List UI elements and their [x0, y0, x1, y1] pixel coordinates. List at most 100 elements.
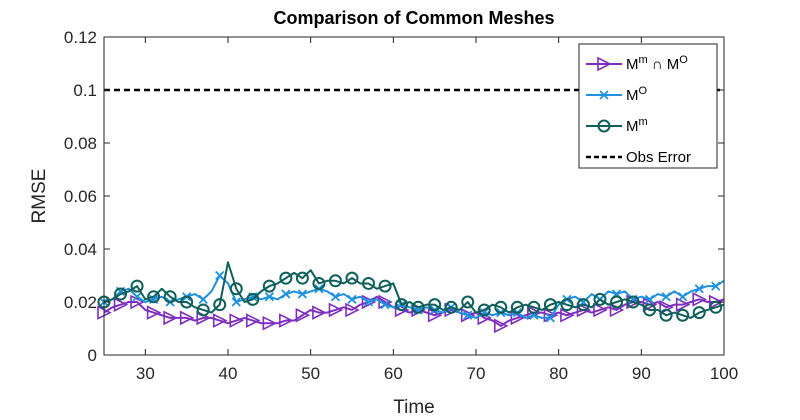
x-tick-label: 50 — [301, 364, 320, 383]
data-point-mm — [196, 303, 210, 317]
data-point-mo — [463, 310, 473, 320]
data-point-mm — [610, 295, 624, 309]
y-tick-label: 0.12 — [64, 28, 97, 47]
data-point-mm — [328, 274, 342, 288]
data-point-mo — [231, 297, 241, 307]
legend-label: Mm ∩ MO — [626, 54, 688, 73]
data-point-mo — [694, 284, 704, 294]
data-point-intersection — [179, 310, 195, 326]
data-point-mm — [295, 271, 309, 285]
data-point-intersection — [675, 297, 691, 312]
data-point-intersection — [510, 310, 526, 326]
y-tick-label: 0.04 — [64, 240, 97, 259]
data-point-mo — [330, 292, 341, 302]
data-point-mm — [643, 303, 657, 317]
data-point-mm — [494, 300, 508, 314]
data-point-mo — [215, 270, 225, 281]
data-point-mo — [661, 292, 671, 302]
y-tick-label: 0.06 — [64, 187, 97, 206]
data-point-mm — [676, 308, 690, 322]
data-point-mo — [711, 281, 721, 291]
data-point-intersection — [494, 318, 509, 334]
x-axis-label: Time — [393, 397, 435, 418]
y-tick-label: 0.08 — [64, 134, 97, 153]
data-point-mm — [510, 300, 524, 314]
x-tick-label: 40 — [219, 364, 238, 383]
chart-title: Comparison of Common Meshes — [273, 8, 554, 28]
data-point-intersection — [692, 292, 707, 307]
data-point-mm — [444, 300, 458, 314]
data-point-intersection — [345, 302, 360, 318]
data-point-mm — [395, 298, 409, 312]
ticks: 30 40 50 60 70 80 90 100 0 0.02 0.04 0.06 0.08 0.1 0.1… — [64, 28, 738, 383]
data-point-mo — [347, 294, 357, 304]
data-point-intersection — [593, 302, 608, 318]
data-point-intersection — [163, 310, 178, 326]
series-group — [97, 261, 725, 334]
data-point-intersection — [361, 294, 377, 310]
data-point-intersection — [229, 313, 245, 328]
data-point-mm — [378, 279, 392, 293]
x-tick-label: 90 — [632, 364, 651, 383]
data-point-intersection — [246, 313, 261, 328]
data-point-mo — [198, 294, 208, 304]
legend-entry: MO — [586, 85, 648, 104]
legend-marker — [597, 119, 611, 133]
data-point-mm — [147, 290, 161, 304]
data-point-mm — [114, 287, 128, 301]
legend-entry: Mm — [586, 116, 648, 135]
data-point-intersection — [328, 302, 344, 318]
data-point-mm — [262, 279, 276, 293]
data-point-mo — [363, 297, 374, 307]
x-tick-label: 60 — [384, 364, 403, 383]
data-point-intersection — [394, 302, 410, 318]
data-point-mm — [543, 298, 557, 312]
data-point-mo — [545, 313, 556, 323]
data-point-mo — [264, 292, 274, 302]
legend: Mm ∩ MO MO Mm Obs Error — [578, 43, 718, 169]
legend-label: Mm — [626, 116, 648, 135]
data-point-mm — [527, 300, 541, 314]
y-tick-label: 0.1 — [73, 81, 97, 100]
data-point-mm — [163, 290, 177, 304]
data-point-mm — [692, 306, 706, 320]
data-point-mm — [362, 276, 376, 290]
data-point-intersection — [642, 297, 658, 312]
data-point-mm — [626, 295, 640, 309]
data-point-intersection — [312, 305, 327, 320]
data-point-intersection — [212, 313, 228, 328]
data-point-intersection — [130, 294, 145, 310]
data-point-mm — [461, 295, 475, 309]
data-point-intersection — [262, 315, 278, 331]
data-point-intersection — [427, 307, 443, 323]
series-line-mo — [103, 274, 725, 319]
y-tick-label: 0.02 — [64, 293, 97, 312]
data-point-mo — [644, 294, 655, 304]
data-point-mm — [180, 295, 194, 309]
data-point-mm — [130, 279, 144, 293]
y-tick-label: 0 — [88, 346, 97, 365]
data-point-intersection — [560, 307, 575, 323]
data-point-mm — [279, 271, 293, 285]
data-point-mm — [576, 298, 590, 312]
data-point-mm — [709, 300, 723, 314]
data-point-intersection — [279, 313, 294, 328]
data-point-mm — [213, 298, 227, 312]
data-point-mo — [297, 289, 308, 299]
data-point-intersection — [708, 294, 724, 310]
data-point-mo — [678, 292, 688, 302]
data-point-mm — [229, 282, 243, 296]
legend-label: Obs Error — [626, 149, 691, 166]
x-tick-label: 30 — [136, 364, 155, 383]
legend-label: MO — [626, 85, 648, 104]
data-point-mm — [411, 300, 425, 314]
data-point-intersection — [295, 307, 311, 323]
x-tick-label: 100 — [710, 364, 738, 383]
legend-marker — [599, 90, 609, 100]
data-point-mm — [246, 292, 260, 306]
data-point-intersection — [576, 302, 592, 318]
legend-entry: Obs Error — [586, 149, 691, 166]
legend-entry: Mm ∩ MO — [586, 54, 688, 73]
data-point-mm — [312, 276, 326, 290]
